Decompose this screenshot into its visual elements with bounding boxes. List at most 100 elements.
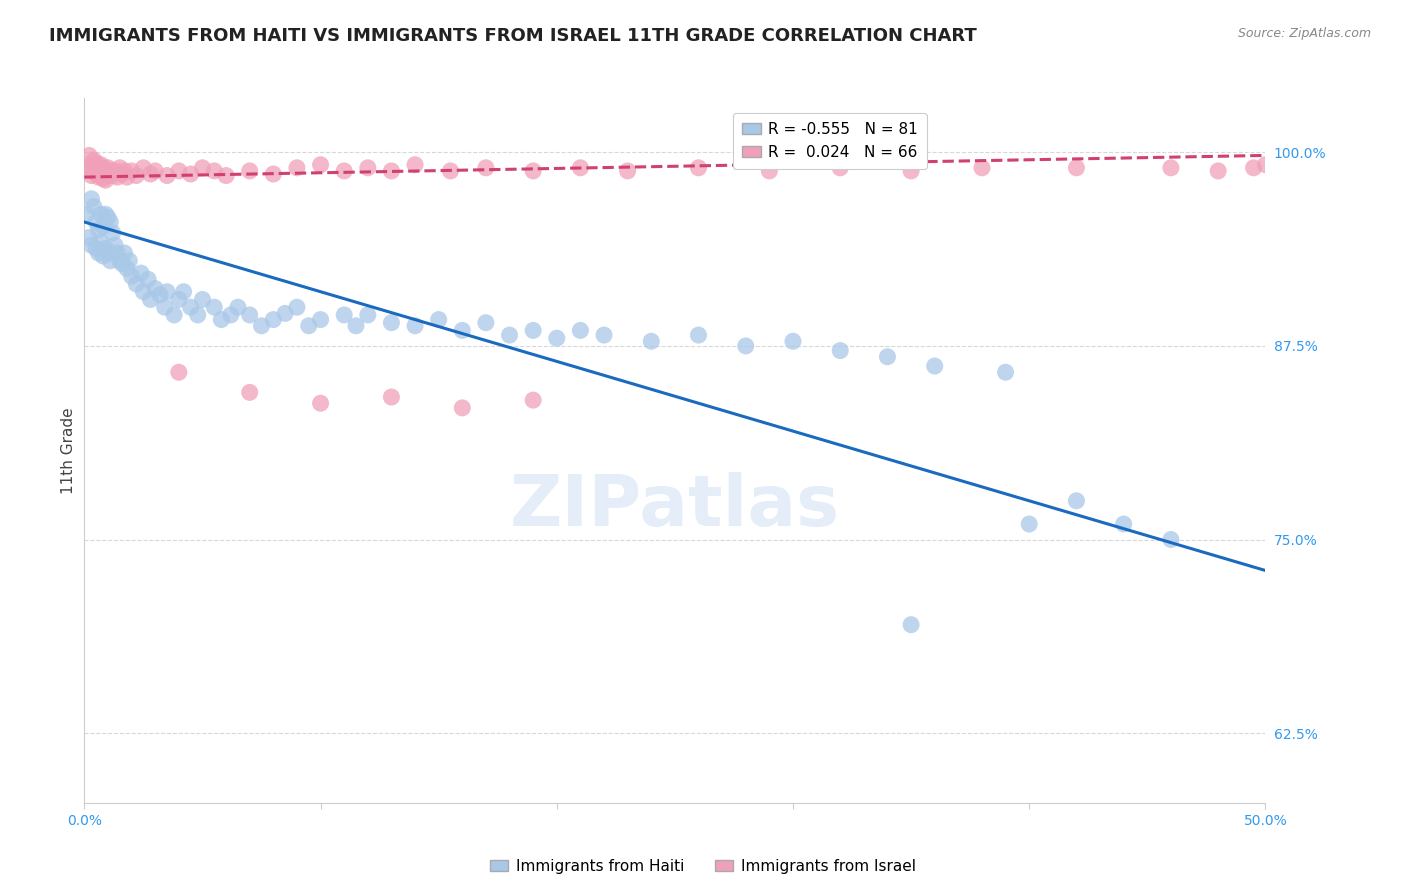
- Point: [108, 253, 131, 268]
- Text: IMMIGRANTS FROM HAITI VS IMMIGRANTS FROM ISRAEL 11TH GRADE CORRELATION CHART: IMMIGRANTS FROM HAITI VS IMMIGRANTS FROM…: [49, 27, 977, 45]
- Point: [616, 164, 638, 178]
- Point: [156, 169, 179, 183]
- Point: [87, 161, 110, 175]
- Point: [76, 161, 98, 175]
- Point: [91, 161, 114, 175]
- Point: [76, 207, 98, 221]
- Point: [80, 192, 103, 206]
- Point: [121, 269, 143, 284]
- Point: [1018, 516, 1040, 531]
- Point: [80, 238, 103, 252]
- Point: [1160, 533, 1182, 547]
- Point: [180, 167, 202, 181]
- Point: [215, 169, 238, 183]
- Point: [1112, 516, 1135, 531]
- Point: [475, 316, 498, 330]
- Point: [546, 331, 568, 345]
- Point: [104, 164, 127, 178]
- Point: [357, 161, 380, 175]
- Point: [427, 312, 450, 326]
- Point: [309, 158, 332, 172]
- Point: [180, 300, 202, 314]
- Point: [274, 306, 297, 320]
- Point: [132, 161, 155, 175]
- Point: [688, 328, 710, 343]
- Point: [782, 334, 804, 349]
- Point: [380, 390, 402, 404]
- Point: [250, 318, 273, 333]
- Point: [80, 158, 103, 172]
- Point: [569, 161, 592, 175]
- Point: [333, 308, 356, 322]
- Point: [156, 285, 179, 299]
- Point: [94, 173, 117, 187]
- Point: [84, 156, 107, 170]
- Point: [187, 308, 209, 322]
- Point: [90, 158, 112, 172]
- Point: [84, 241, 107, 255]
- Point: [83, 200, 105, 214]
- Point: [167, 164, 190, 178]
- Point: [285, 161, 308, 175]
- Point: [209, 312, 232, 326]
- Point: [125, 169, 148, 183]
- Point: [1066, 161, 1088, 175]
- Point: [94, 241, 117, 255]
- Point: [451, 401, 474, 415]
- Point: [830, 343, 852, 358]
- Point: [239, 164, 262, 178]
- Point: [876, 350, 898, 364]
- Point: [125, 277, 148, 291]
- Point: [83, 164, 105, 178]
- Point: [202, 300, 225, 314]
- Text: ZIPatlas: ZIPatlas: [510, 473, 839, 541]
- Point: [143, 164, 166, 178]
- Point: [357, 308, 380, 322]
- Point: [688, 161, 710, 175]
- Point: [1160, 161, 1182, 175]
- Point: [87, 170, 110, 185]
- Point: [163, 308, 186, 322]
- Point: [139, 167, 162, 181]
- Point: [1066, 493, 1088, 508]
- Point: [569, 323, 592, 337]
- Point: [153, 300, 176, 314]
- Point: [994, 365, 1017, 379]
- Point: [143, 282, 166, 296]
- Point: [309, 312, 332, 326]
- Point: [640, 334, 662, 349]
- Point: [132, 285, 155, 299]
- Point: [91, 171, 114, 186]
- Point: [475, 161, 498, 175]
- Point: [239, 308, 262, 322]
- Point: [1254, 158, 1277, 172]
- Point: [107, 170, 129, 185]
- Point: [98, 253, 121, 268]
- Point: [91, 249, 114, 263]
- Point: [1243, 161, 1265, 175]
- Point: [114, 246, 136, 260]
- Point: [900, 617, 922, 632]
- Point: [84, 215, 107, 229]
- Point: [149, 288, 172, 302]
- Point: [98, 164, 121, 178]
- Point: [900, 164, 922, 178]
- Point: [101, 169, 124, 183]
- Legend: R = -0.555   N = 81, R =  0.024   N = 66: R = -0.555 N = 81, R = 0.024 N = 66: [733, 112, 927, 169]
- Point: [404, 158, 426, 172]
- Point: [970, 161, 993, 175]
- Point: [111, 167, 134, 181]
- Point: [104, 238, 127, 252]
- Point: [101, 226, 124, 240]
- Point: [239, 385, 262, 400]
- Point: [83, 153, 105, 167]
- Point: [734, 339, 756, 353]
- Point: [380, 316, 402, 330]
- Point: [118, 253, 141, 268]
- Point: [97, 169, 120, 183]
- Point: [522, 164, 544, 178]
- Point: [129, 266, 152, 280]
- Point: [344, 318, 367, 333]
- Point: [451, 323, 474, 337]
- Point: [380, 164, 402, 178]
